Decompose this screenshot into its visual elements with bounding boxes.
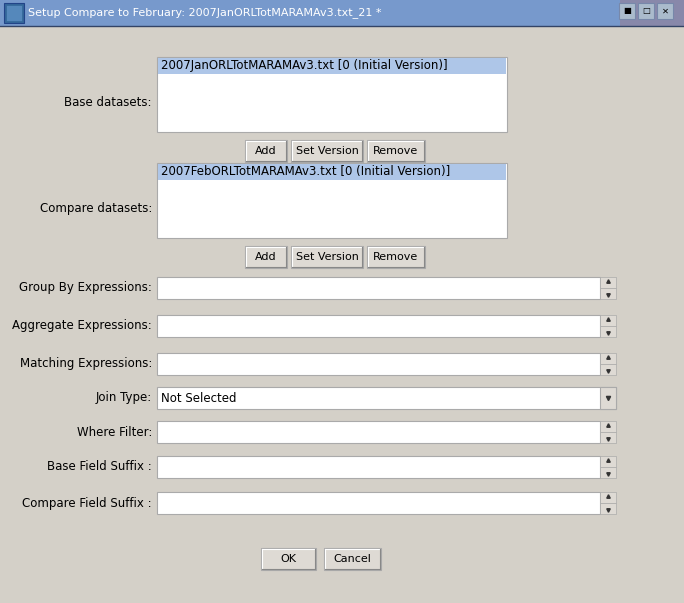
Bar [600, 421, 616, 432]
Bar [600, 277, 616, 288]
Bar [600, 364, 616, 375]
Text: ✕: ✕ [661, 7, 668, 16]
Bar [157, 456, 600, 478]
Text: Compare datasets:: Compare datasets: [40, 202, 152, 215]
Text: Remove: Remove [373, 146, 419, 156]
Bar [157, 387, 616, 409]
Bar [620, 0, 684, 26]
Bar [245, 246, 287, 268]
Text: 2007FebORLTotMARAMAv3.txt [0 (Initial Version)]: 2007FebORLTotMARAMAv3.txt [0 (Initial Ve… [161, 165, 450, 178]
Bar [0, 0, 620, 26]
Bar [367, 140, 425, 162]
Text: Base Field Suffix :: Base Field Suffix : [47, 461, 152, 473]
Text: 2007JanORLTotMARAMAv3.txt [0 (Initial Version)]: 2007JanORLTotMARAMAv3.txt [0 (Initial Ve… [161, 60, 447, 72]
Bar [291, 246, 363, 268]
Bar [600, 432, 616, 443]
Text: Set Version: Set Version [295, 146, 358, 156]
Bar [157, 353, 600, 375]
Bar [619, 3, 635, 19]
Text: Setup Compare to February: 2007JanORLTotMARAMAv3.txt_21 *: Setup Compare to February: 2007JanORLTot… [28, 8, 382, 19]
Bar [6, 5, 22, 21]
Bar [600, 288, 616, 299]
Bar [600, 315, 616, 326]
Text: Cancel: Cancel [334, 554, 371, 564]
Bar [324, 548, 381, 570]
Bar [157, 163, 507, 238]
Text: ■: ■ [623, 7, 631, 16]
Text: Add: Add [255, 146, 277, 156]
Text: Join Type:: Join Type: [96, 391, 152, 405]
Bar [367, 246, 425, 268]
Text: Compare Field Suffix :: Compare Field Suffix : [23, 496, 152, 510]
Bar [600, 353, 616, 364]
Bar [157, 492, 600, 514]
Bar [638, 3, 654, 19]
Bar [600, 456, 616, 467]
Bar [600, 467, 616, 478]
Text: Aggregate Expressions:: Aggregate Expressions: [12, 320, 152, 332]
Bar [0, 0, 684, 26]
Bar [157, 277, 600, 299]
Bar [261, 548, 316, 570]
Bar [600, 326, 616, 337]
Bar [291, 140, 363, 162]
Bar [157, 421, 600, 443]
Text: Remove: Remove [373, 252, 419, 262]
Bar [158, 58, 506, 74]
Bar [600, 492, 616, 503]
Text: OK: OK [280, 554, 296, 564]
Text: Where Filter:: Where Filter: [77, 426, 152, 438]
Bar [600, 387, 616, 409]
Bar [4, 3, 24, 23]
Bar [245, 140, 287, 162]
Bar [600, 503, 616, 514]
Text: Not Selected: Not Selected [161, 391, 237, 405]
Bar [157, 315, 600, 337]
Bar [157, 57, 507, 132]
Text: Matching Expressions:: Matching Expressions: [20, 358, 152, 370]
Text: Set Version: Set Version [295, 252, 358, 262]
Bar [657, 3, 673, 19]
Text: □: □ [642, 7, 650, 16]
Text: Add: Add [255, 252, 277, 262]
Text: Base datasets:: Base datasets: [64, 96, 152, 109]
Bar [158, 164, 506, 180]
Text: Group By Expressions:: Group By Expressions: [19, 282, 152, 294]
